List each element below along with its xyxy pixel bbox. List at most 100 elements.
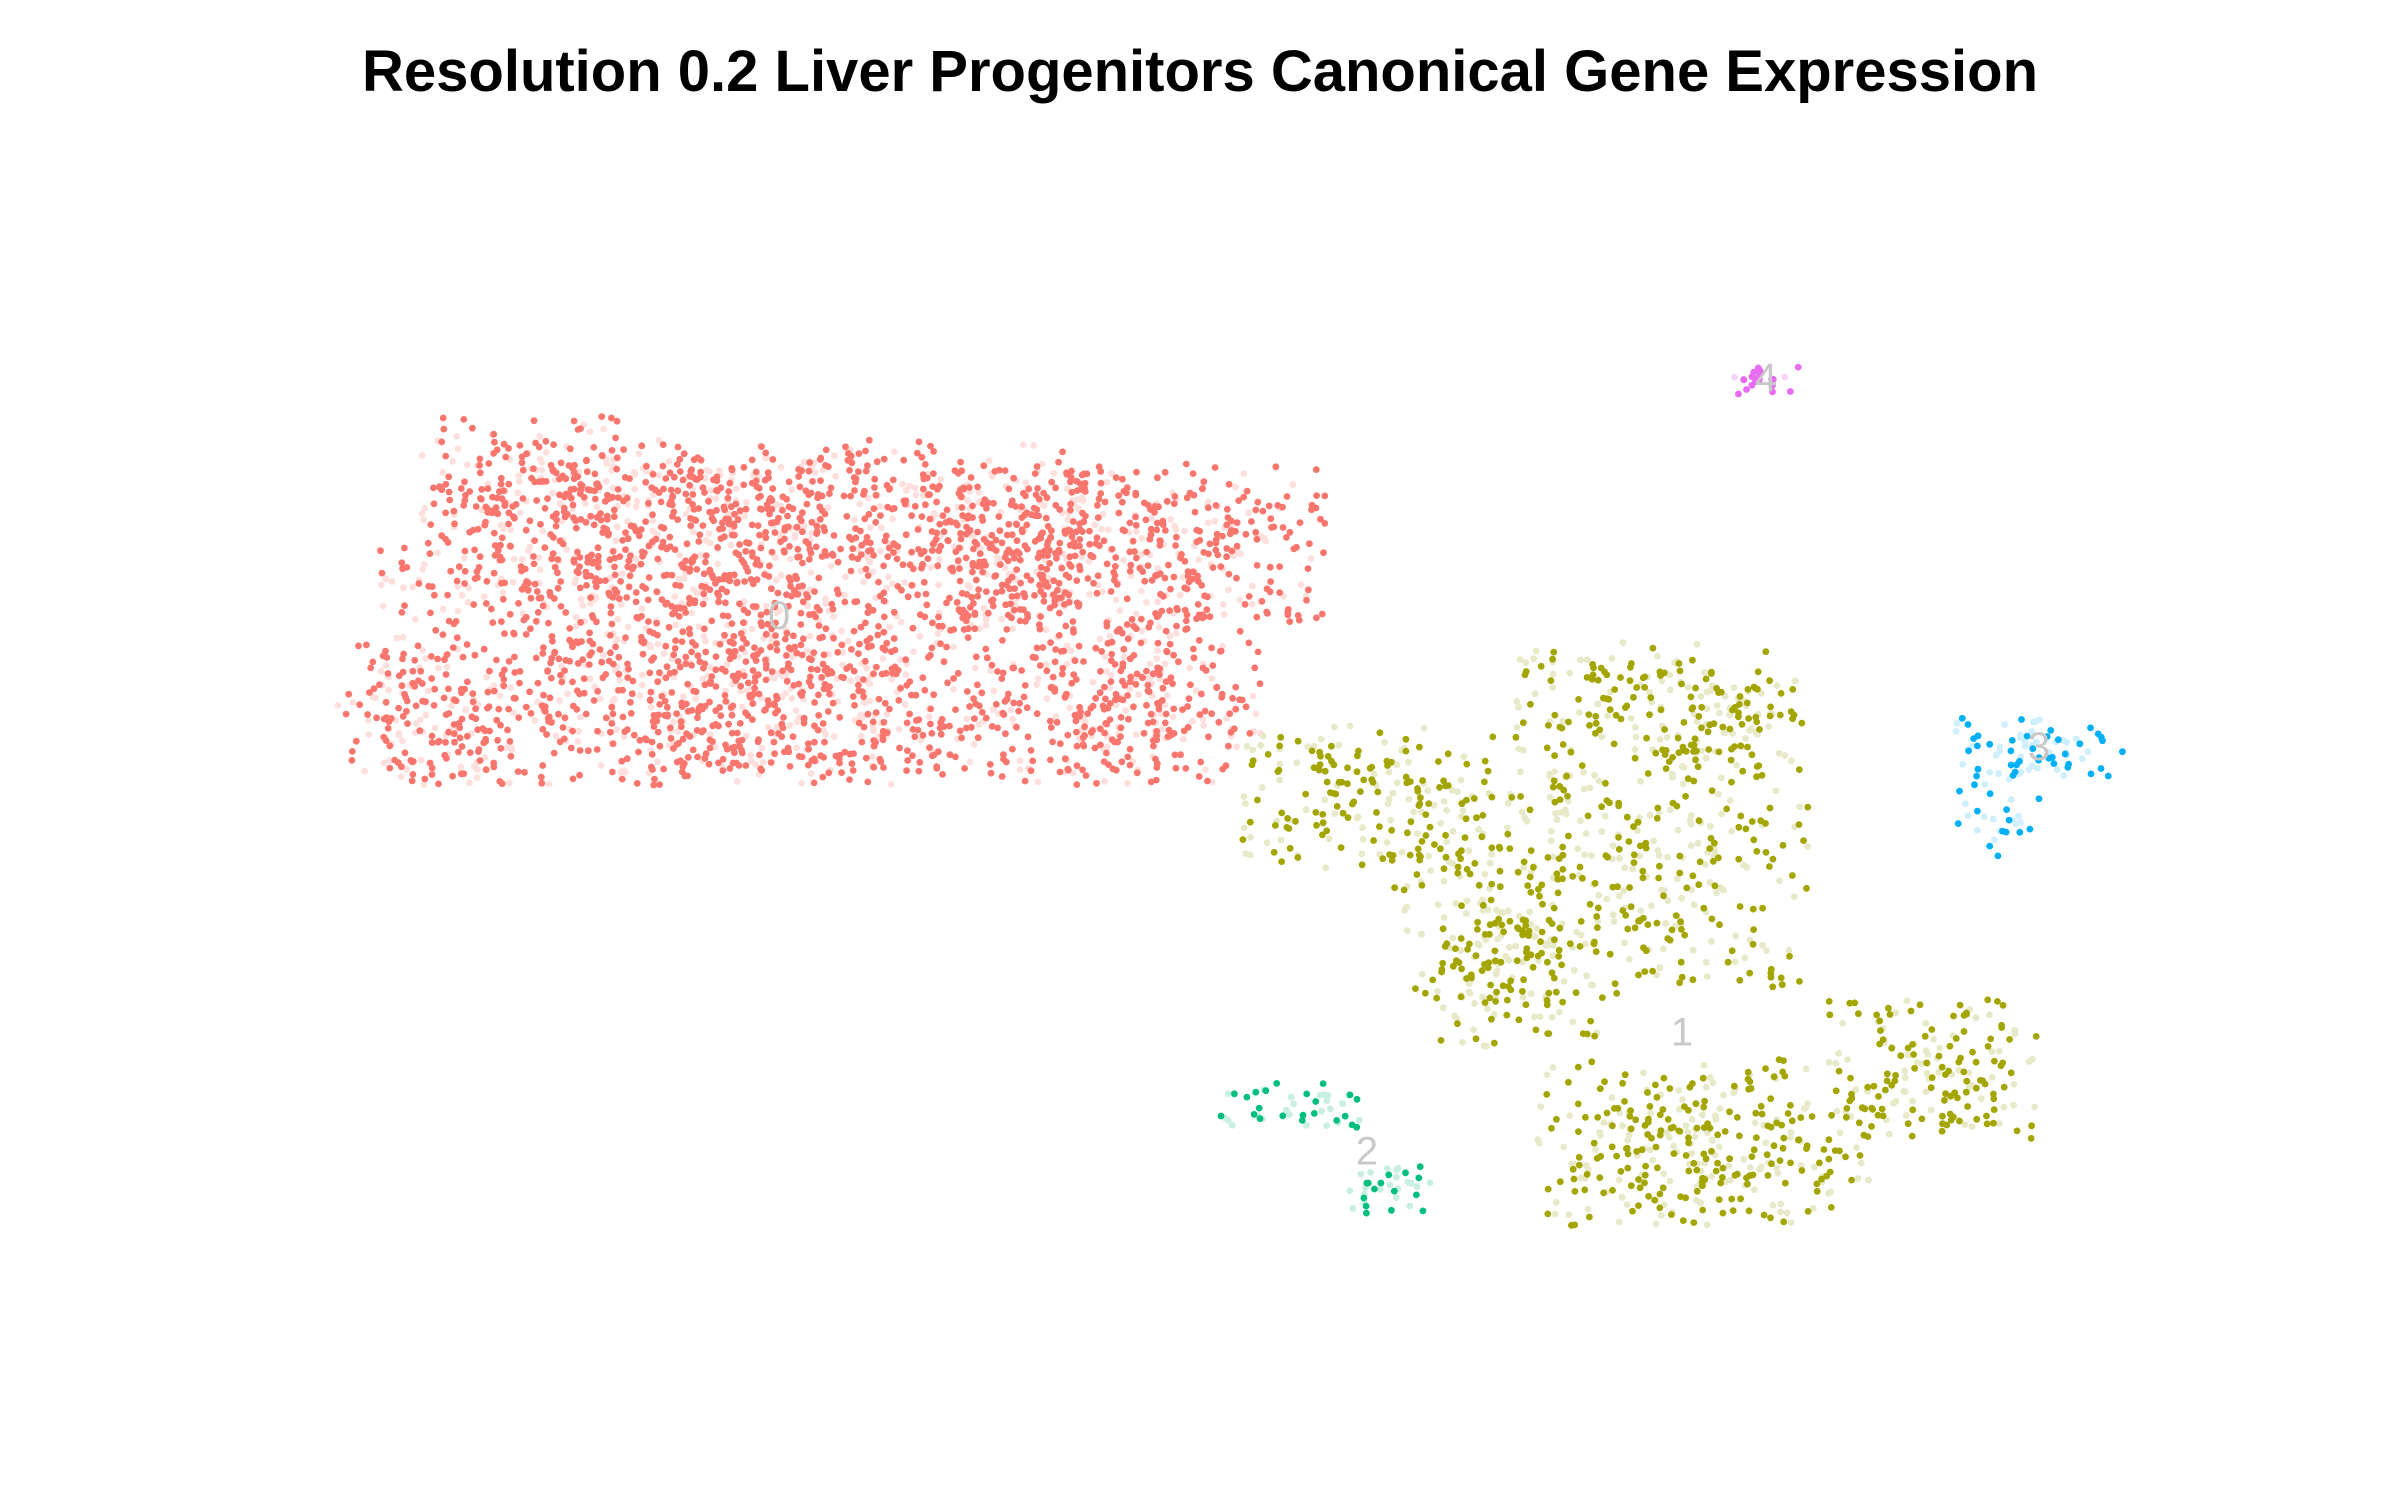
point-cluster-0 (911, 484, 919, 492)
point-cluster-1 (1835, 1067, 1843, 1075)
point-cluster-1 (1536, 1140, 1543, 1147)
point-cluster-0 (525, 579, 532, 587)
point-cluster-0 (1008, 573, 1016, 581)
point-cluster-1 (1551, 798, 1559, 806)
point-cluster-3 (1959, 761, 1967, 768)
point-cluster-0 (1137, 615, 1145, 623)
point-cluster-0 (863, 664, 871, 672)
point-cluster-0 (1096, 689, 1104, 697)
point-cluster-1 (1313, 821, 1320, 829)
point-cluster-0 (857, 732, 865, 740)
point-cluster-0 (877, 547, 884, 555)
point-cluster-0 (654, 678, 662, 686)
point-cluster-1 (1576, 943, 1584, 950)
point-cluster-0 (1133, 769, 1141, 777)
point-cluster-0 (414, 642, 422, 650)
point-cluster-1 (1486, 921, 1494, 929)
point-cluster-0 (715, 592, 723, 600)
point-cluster-1 (1649, 967, 1656, 975)
point-cluster-0 (767, 495, 774, 502)
point-cluster-0 (539, 527, 547, 535)
point-cluster-0 (611, 586, 619, 593)
point-cluster-2 (1390, 1187, 1398, 1195)
point-cluster-0 (1001, 467, 1009, 474)
point-cluster-0 (1080, 658, 1087, 665)
point-cluster-0 (1193, 538, 1201, 546)
point-cluster-0 (427, 653, 435, 660)
point-cluster-0 (474, 574, 481, 581)
point-cluster-1 (1549, 1064, 1557, 1071)
point-cluster-0 (662, 475, 670, 482)
point-cluster-0 (764, 505, 772, 513)
point-cluster-1 (1652, 1143, 1660, 1151)
point-cluster-0 (1073, 577, 1081, 584)
point-cluster-0 (549, 489, 556, 497)
point-cluster-1 (1666, 686, 1674, 694)
point-cluster-0 (1011, 585, 1018, 592)
point-cluster-1 (1852, 1086, 1860, 1094)
point-cluster-0 (707, 487, 715, 494)
point-cluster-1 (1788, 1117, 1796, 1125)
point-cluster-1 (1622, 911, 1630, 919)
point-cluster-0 (1047, 756, 1054, 764)
point-cluster-0 (541, 505, 549, 512)
point-cluster-0 (1086, 540, 1094, 548)
point-cluster-0 (502, 453, 510, 461)
point-cluster-1 (1522, 668, 1530, 675)
point-cluster-1 (1675, 1087, 1683, 1094)
point-cluster-0 (998, 587, 1006, 595)
point-cluster-0 (847, 677, 854, 685)
point-cluster-0 (676, 551, 683, 559)
point-cluster-1 (1979, 1077, 1986, 1085)
point-cluster-0 (672, 581, 679, 589)
point-cluster-1 (1736, 976, 1744, 984)
point-cluster-0 (1240, 493, 1248, 501)
point-cluster-0 (530, 417, 538, 425)
point-cluster-1 (1275, 766, 1283, 774)
point-cluster-0 (594, 544, 602, 552)
point-cluster-0 (1156, 665, 1164, 673)
point-cluster-0 (666, 469, 674, 477)
point-cluster-0 (491, 552, 499, 559)
point-cluster-0 (490, 687, 498, 695)
point-cluster-0 (1107, 678, 1115, 685)
point-cluster-0 (952, 548, 960, 556)
point-cluster-1 (1996, 1120, 2003, 1127)
point-cluster-1 (1598, 803, 1605, 811)
point-cluster-0 (1050, 591, 1057, 598)
point-cluster-0 (861, 657, 869, 665)
point-cluster-0 (505, 658, 513, 665)
point-cluster-0 (1003, 531, 1011, 539)
point-cluster-1 (1439, 959, 1447, 967)
point-cluster-0 (902, 531, 910, 539)
point-cluster-0 (991, 573, 998, 580)
point-cluster-0 (532, 654, 540, 662)
point-cluster-0 (781, 635, 789, 643)
point-cluster-1 (1690, 1219, 1698, 1226)
point-cluster-1 (1901, 1067, 1909, 1075)
point-cluster-1 (1391, 884, 1398, 892)
point-cluster-1 (1886, 1130, 1893, 1138)
point-cluster-3 (2033, 738, 2040, 746)
point-cluster-1 (1587, 1017, 1594, 1025)
point-cluster-0 (1225, 570, 1233, 578)
point-cluster-0 (397, 773, 405, 780)
point-cluster-1 (1565, 832, 1572, 840)
point-cluster-0 (1108, 470, 1115, 477)
point-cluster-0 (726, 765, 734, 772)
point-cluster-0 (929, 619, 936, 627)
point-cluster-1 (1963, 1009, 1970, 1017)
point-cluster-1 (1839, 1020, 1846, 1027)
point-cluster-0 (1080, 470, 1087, 478)
point-cluster-0 (1124, 692, 1131, 699)
point-cluster-0 (1143, 548, 1150, 556)
point-cluster-0 (460, 554, 468, 562)
point-cluster-0 (880, 455, 888, 463)
point-cluster-0 (794, 545, 802, 553)
point-cluster-0 (1138, 673, 1146, 681)
point-cluster-0 (864, 495, 872, 502)
point-cluster-0 (500, 525, 507, 532)
point-cluster-1 (1344, 764, 1351, 772)
point-cluster-0 (518, 585, 526, 593)
point-cluster-1 (1692, 1100, 1700, 1108)
